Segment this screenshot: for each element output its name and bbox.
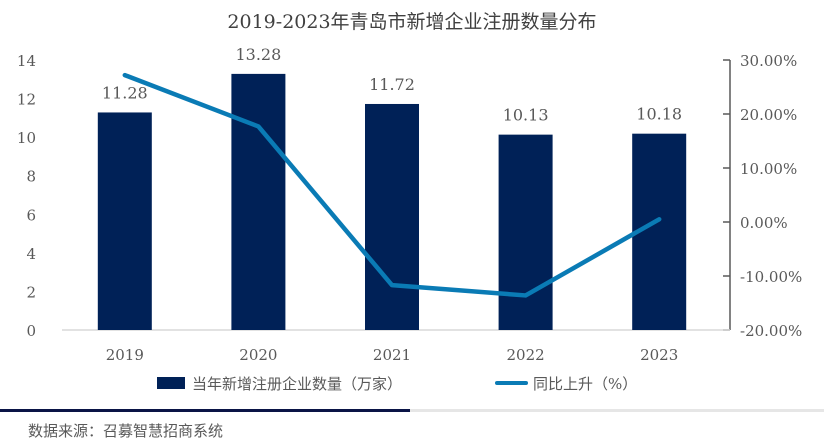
divider-light: [410, 409, 824, 412]
chart-title: 2019-2023年青岛市新增企业注册数量分布: [227, 11, 596, 33]
left-tick-label: 12: [17, 91, 36, 109]
source-note: 数据来源：召募智慧招商系统: [28, 422, 224, 440]
x-tick-label: 2022: [507, 346, 545, 364]
right-tick-label: 20.00%: [740, 106, 797, 124]
bar-data-label: 13.28: [235, 45, 281, 64]
left-tick-label: 10: [17, 129, 36, 147]
combo-chart: 2019-2023年青岛市新增企业注册数量分布 0 2 4 6 8 10 12 14 -20.00…: [0, 11, 824, 412]
right-tick-label: 0.00%: [740, 214, 788, 232]
x-tick-label: 2020: [239, 346, 277, 364]
x-tick-label: 2023: [640, 346, 678, 364]
left-tick-label: 8: [26, 168, 36, 186]
bar-2021: [365, 103, 419, 330]
bar-data-label: 10.13: [503, 106, 549, 125]
x-tick-label: 2019: [106, 346, 144, 364]
bar-2019: [97, 112, 152, 330]
left-tick-label: 2: [26, 283, 36, 301]
left-tick-label: 0: [26, 322, 36, 340]
right-tick-label: 10.00%: [740, 160, 797, 178]
left-tick-label: 14: [17, 52, 36, 70]
right-tick-label: 30.00%: [740, 52, 797, 70]
bar-2020: [231, 73, 286, 330]
divider-dark: [0, 409, 410, 412]
legend-bar-label: 当年新增注册企业数量（万家）: [192, 375, 402, 393]
bar-data-label: 11.72: [369, 75, 415, 94]
right-tick-label: -20.00%: [740, 322, 802, 340]
bar-2022: [498, 134, 553, 330]
yoy-line: [122, 72, 662, 298]
bar-data-label: 10.18: [636, 105, 682, 124]
left-tick-label: 6: [26, 206, 36, 224]
x-tick-label: 2021: [373, 346, 411, 364]
bar-data-label: 11.28: [102, 83, 148, 102]
legend-line-label: 同比上升（%）: [533, 375, 637, 393]
left-tick-label: 4: [26, 245, 36, 263]
right-tick-label: -10.00%: [740, 268, 802, 286]
legend-bar-swatch: [157, 377, 185, 389]
